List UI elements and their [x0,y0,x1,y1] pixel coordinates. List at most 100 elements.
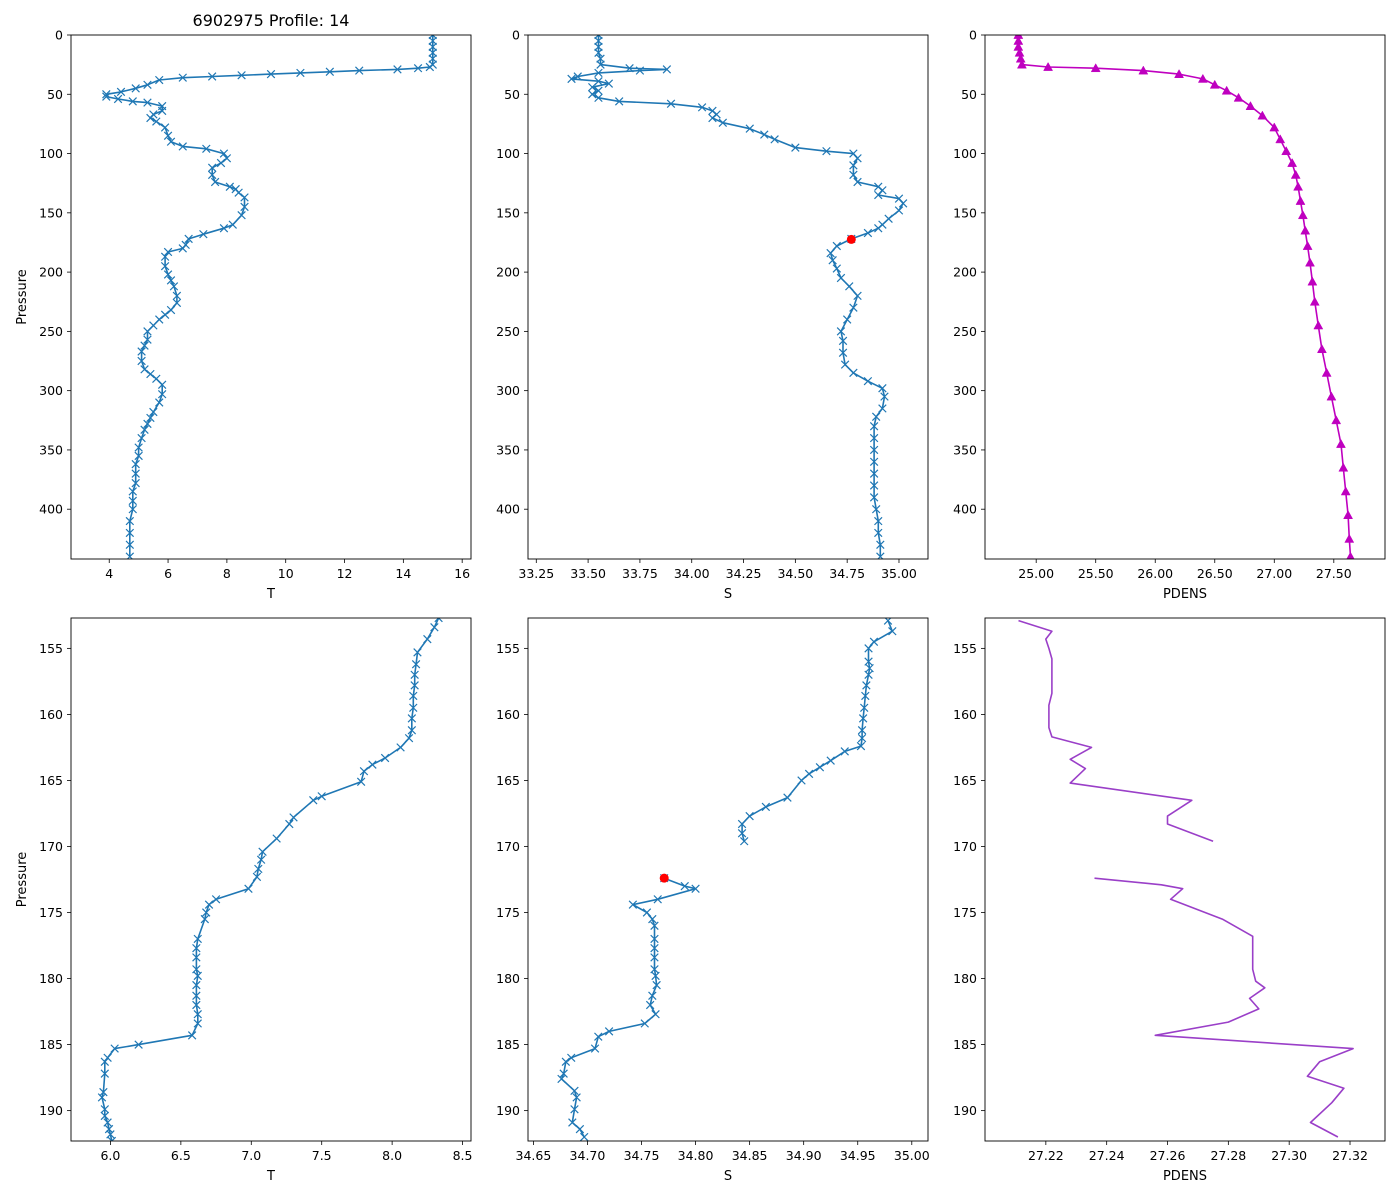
data-point [172,291,182,301]
data-point [166,276,176,285]
x-tick-label: 14 [395,566,411,581]
x-tick-label: 33.25 [518,566,554,581]
data-point [266,69,276,79]
x-axis-label: T [266,1169,275,1184]
data-point [878,404,887,413]
data-point [359,766,369,776]
data-point [234,188,243,197]
y-tick-label: 165 [953,773,977,788]
data-point [894,206,904,215]
data-point [697,103,707,112]
data-point [204,900,214,909]
data-point [849,170,858,180]
data-point [211,895,221,904]
data-point [864,644,873,653]
data-point [407,714,417,723]
data-point [140,425,149,435]
y-tick-label: 300 [39,383,63,398]
y-tick-label: 50 [961,87,977,102]
data-point [604,79,614,88]
data-point [149,407,158,417]
data-point [163,270,173,279]
data-point [869,481,879,490]
data-point [207,72,217,81]
data-point [425,62,435,72]
y-tick-label: 155 [953,641,977,656]
y-tick-label: 185 [953,1037,977,1052]
data-point [770,135,779,144]
data-point [1269,122,1280,132]
axes-frame [70,617,472,1142]
data-point [157,106,167,116]
data-point [423,634,432,644]
data-point [128,97,137,106]
data-point [428,54,437,63]
y-tick-label: 175 [496,905,520,920]
data-point [102,92,111,101]
data-point [237,210,246,220]
data-point [815,763,825,772]
data-point [832,241,842,251]
y-tick-label: 155 [496,641,520,656]
data-point [648,991,657,1000]
data-point [760,130,769,139]
data-point [160,123,170,132]
x-axis-label: S [724,1169,732,1184]
data-point [137,433,146,443]
data-point [219,224,229,233]
data-point [1290,169,1301,179]
y-tick-label: 160 [953,707,977,722]
data-point [393,65,402,74]
data-point [650,921,659,930]
data-point [285,819,294,829]
data-point [207,163,217,173]
data-point [178,73,187,82]
subplot-top-PDENS: 25.00 25.50 26.00 26.50 27.00 27.50 0 50 100 150 2… [953,28,1386,602]
x-tick-label: 27.28 [1210,1148,1246,1163]
y-tick-label: 400 [496,502,520,517]
data-point [396,743,405,752]
data-point [187,1031,197,1040]
data-point [219,149,229,158]
data-point [570,1105,579,1114]
y-tick-label: 250 [39,324,63,339]
data-point [131,478,140,488]
y-tick-label: 165 [496,773,520,788]
data-point [876,552,885,559]
data-point [596,54,605,63]
data-point [594,48,603,58]
data-point [1305,257,1315,267]
data-point [869,493,879,502]
data-point [864,657,873,666]
data-point [410,681,419,690]
data-point [604,1027,614,1036]
data-point [1338,462,1349,472]
data-point [761,802,771,812]
y-tick-label: 170 [496,839,520,854]
data-point [791,143,800,152]
x-tick-label: 33.50 [570,566,606,581]
data-point [240,193,249,202]
data-point [258,847,267,856]
x-tick-label: 33.75 [622,566,658,581]
data-point [572,1093,581,1102]
data-point [157,389,167,399]
x-tick-label: 34.00 [674,566,710,581]
data-point [240,202,249,212]
data-point [826,248,835,258]
y-tick-label: 0 [55,28,63,43]
data-point [244,884,253,893]
data-point [97,1093,107,1102]
data-point [430,623,439,632]
axes-frame [527,34,929,560]
data-point [652,980,661,990]
y-tick-label: 190 [496,1103,520,1118]
x-axis-label: T [266,587,275,602]
data-point [865,663,874,673]
data-point [140,341,149,350]
x-tick-label: 34.65 [516,1148,552,1163]
y-tick-label: 400 [39,502,63,517]
data-point [116,87,126,97]
y-axis-label: Pressure [15,852,30,908]
data-point [166,305,176,315]
